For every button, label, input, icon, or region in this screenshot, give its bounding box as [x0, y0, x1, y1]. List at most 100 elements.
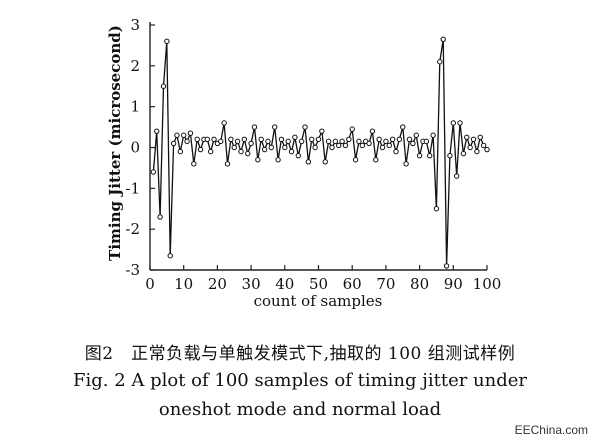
data-point — [150, 169, 157, 175]
data-point — [197, 146, 204, 153]
data-point — [336, 142, 342, 149]
data-point — [440, 36, 446, 42]
data-point — [356, 138, 362, 145]
data-point — [278, 136, 285, 143]
data-point — [292, 134, 298, 140]
data-point — [181, 132, 187, 138]
data-point — [386, 142, 392, 149]
data-point — [275, 157, 281, 163]
x-tick-label: 80 — [410, 275, 429, 293]
data-point — [234, 138, 241, 145]
data-point — [224, 161, 231, 167]
data-point — [204, 136, 210, 143]
data-point — [187, 130, 194, 136]
data-point — [238, 148, 244, 155]
data-point — [342, 142, 349, 149]
data-point — [282, 144, 288, 151]
data-point — [329, 144, 335, 151]
data-point — [393, 148, 399, 155]
data-point — [298, 138, 305, 145]
y-tick-label: -1 — [125, 179, 140, 197]
data-point — [305, 159, 312, 165]
x-tick-label: 20 — [208, 275, 227, 293]
watermark: EEChina.com — [514, 423, 588, 437]
data-point — [470, 136, 477, 143]
data-point — [406, 136, 413, 143]
data-point — [359, 142, 366, 149]
data-point — [352, 157, 359, 163]
data-point — [221, 120, 227, 126]
data-point — [255, 157, 261, 163]
y-tick-label: -3 — [125, 261, 140, 279]
x-tick-label: 50 — [309, 275, 328, 293]
data-point — [332, 138, 339, 145]
x-tick-label: 0 — [145, 275, 155, 293]
data-point — [474, 148, 480, 155]
data-point — [349, 126, 355, 132]
data-point — [174, 132, 180, 138]
data-point — [373, 157, 379, 163]
data-point — [309, 136, 315, 143]
data-point — [396, 136, 403, 143]
data-point — [295, 152, 301, 159]
data-point — [241, 136, 248, 143]
data-point — [453, 173, 460, 179]
data-point — [261, 146, 268, 153]
data-point — [366, 140, 372, 147]
data-point — [322, 159, 328, 165]
figure-caption-english-line1: Fig. 2 A plot of 100 samples of timing j… — [72, 370, 528, 391]
data-point — [154, 128, 160, 134]
y-tick-label: 3 — [130, 16, 140, 34]
series-line — [152, 38, 488, 267]
x-tick-label: 40 — [275, 275, 294, 293]
data-point — [447, 152, 453, 159]
data-point — [312, 144, 318, 151]
data-point — [423, 138, 430, 145]
data-point — [248, 140, 254, 147]
data-point — [457, 120, 463, 126]
series-1 — [150, 36, 490, 269]
data-point — [265, 138, 271, 145]
data-point — [315, 136, 322, 143]
data-point — [379, 144, 386, 151]
data-point — [325, 138, 332, 145]
data-point — [400, 124, 406, 130]
y-tick-label: 0 — [130, 139, 140, 157]
data-point — [443, 263, 450, 269]
data-point — [480, 142, 487, 149]
data-point — [389, 136, 396, 143]
data-point — [228, 136, 234, 143]
data-point — [268, 144, 275, 151]
y-tick-label: 1 — [130, 98, 140, 116]
data-point — [484, 146, 490, 153]
data-point — [177, 148, 184, 155]
data-point — [184, 138, 190, 145]
x-tick-label: 90 — [444, 275, 463, 293]
x-tick-label: 100 — [473, 275, 502, 293]
data-point — [339, 138, 345, 145]
data-point — [251, 124, 258, 130]
data-point — [346, 136, 352, 143]
data-point — [170, 140, 177, 147]
x-tick-label: 70 — [376, 275, 395, 293]
x-tick-label: 60 — [343, 275, 362, 293]
data-point — [302, 124, 308, 130]
y-tick-label: 2 — [130, 57, 140, 75]
data-point — [231, 144, 237, 151]
data-point — [164, 38, 170, 45]
data-point — [450, 120, 456, 126]
data-point — [410, 140, 416, 147]
data-point — [218, 138, 224, 145]
data-point — [464, 134, 470, 140]
x-tick-label: 10 — [174, 275, 193, 293]
data-point — [211, 136, 217, 143]
data-point — [194, 136, 200, 143]
data-point — [167, 253, 173, 259]
data-point — [403, 161, 409, 167]
data-point — [433, 206, 440, 212]
data-point — [369, 128, 376, 134]
data-point — [437, 59, 443, 65]
data-point — [160, 83, 167, 89]
